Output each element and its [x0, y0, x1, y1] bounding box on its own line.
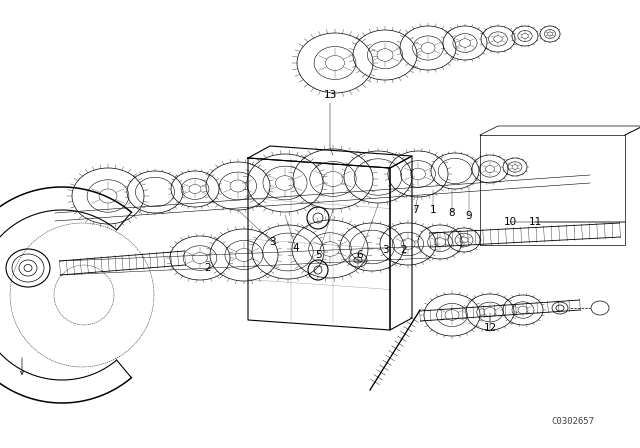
Text: 10: 10 [504, 217, 516, 227]
Text: 7: 7 [412, 205, 419, 215]
Text: 9: 9 [466, 211, 472, 221]
Text: 6: 6 [356, 250, 364, 260]
Text: 3: 3 [381, 245, 388, 255]
Text: 11: 11 [529, 217, 541, 227]
Text: C0302657: C0302657 [551, 417, 595, 426]
Text: 2: 2 [205, 263, 211, 273]
Text: 4: 4 [292, 243, 300, 253]
Text: 2: 2 [401, 245, 407, 255]
Text: 12: 12 [483, 323, 497, 333]
Text: 5: 5 [315, 250, 321, 260]
Text: 1: 1 [429, 205, 436, 215]
Text: 13: 13 [323, 90, 337, 100]
Text: 3: 3 [269, 237, 275, 247]
Text: 8: 8 [449, 208, 455, 218]
